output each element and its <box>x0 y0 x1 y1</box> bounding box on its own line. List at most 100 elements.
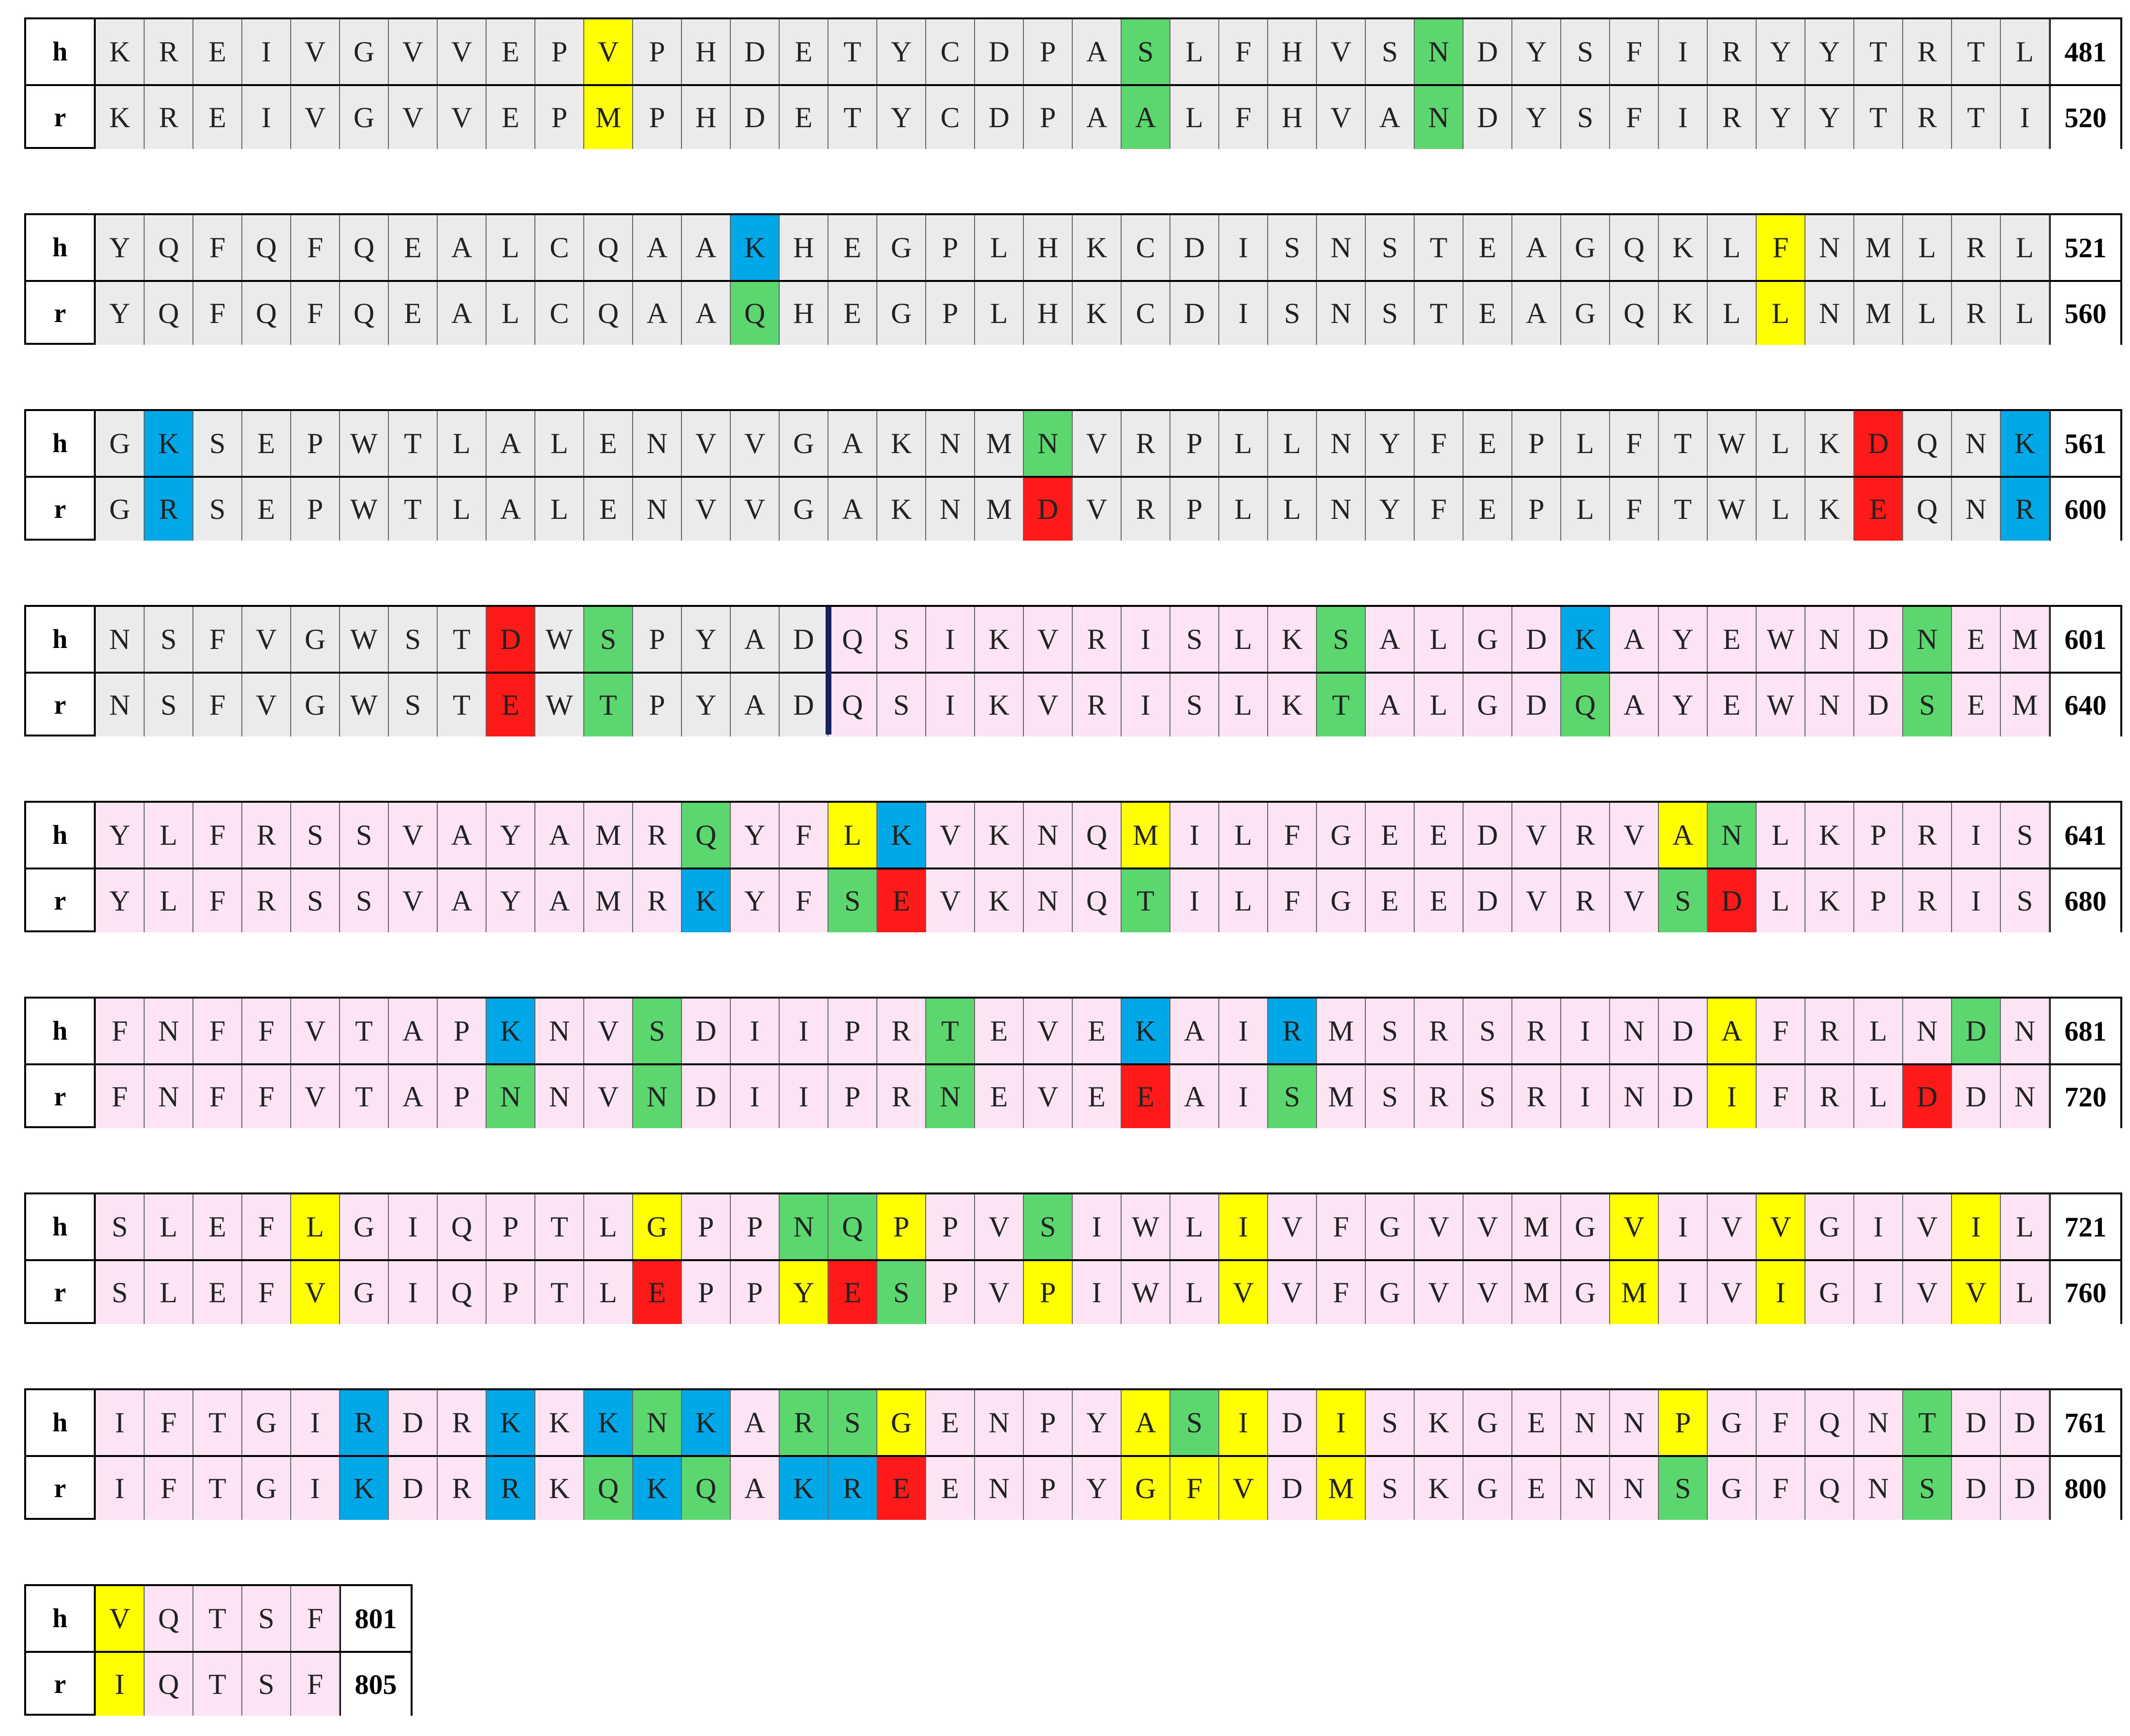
residue-cell: P <box>926 215 975 280</box>
residue-cell: G <box>1805 1194 1854 1259</box>
residue-cell: E <box>1464 215 1512 280</box>
residue-cell: A <box>1073 19 1122 84</box>
residue-cell: H <box>1024 215 1073 280</box>
residue-number: 601 <box>2050 607 2120 672</box>
residue-cell: G <box>242 1457 291 1520</box>
residue-cell: W <box>1757 674 1805 736</box>
residue-cell: P <box>1512 411 1561 476</box>
species-label: r <box>26 478 96 541</box>
residue-cell: E <box>193 19 242 84</box>
residue-cell: S <box>96 1194 145 1259</box>
residue-cell: I <box>1317 1390 1366 1455</box>
residue-cell: E <box>828 282 877 345</box>
residue-cell: L <box>145 1194 193 1259</box>
residue-cell: R <box>487 1457 535 1520</box>
residue-cell: I <box>1952 869 2001 932</box>
residue-cell: N <box>1903 999 1952 1063</box>
residue-cell: V <box>731 411 780 476</box>
residue-cell: Q <box>828 1194 877 1259</box>
residue-cell: K <box>1659 282 1708 345</box>
residue-cell: G <box>291 607 340 672</box>
residue-number: 720 <box>2050 1065 2120 1128</box>
residue-number: 600 <box>2050 478 2120 541</box>
domain-boundary-line <box>826 607 831 735</box>
residue-cell: R <box>1805 1065 1854 1128</box>
residue-cell: I <box>291 1457 340 1520</box>
residue-cell: P <box>1854 869 1903 932</box>
residue-cell: K <box>96 86 145 149</box>
residue-cell: V <box>1024 607 1073 672</box>
residue-cell: Q <box>145 215 193 280</box>
residue-cell: Q <box>438 1194 487 1259</box>
residue-cell: G <box>1708 1457 1757 1520</box>
residue-cell: C <box>535 282 584 345</box>
residue-number: 721 <box>2050 1194 2120 1259</box>
residue-cell: V <box>731 478 780 541</box>
residue-cell: A <box>1610 674 1659 736</box>
residue-cell: T <box>535 1261 584 1324</box>
residue-cell: G <box>1561 1261 1610 1324</box>
residue-cell: C <box>926 86 975 149</box>
residue-cell: K <box>535 1390 584 1455</box>
residue-cell: V <box>1610 803 1659 868</box>
residue-cell: C <box>1122 282 1170 345</box>
residue-cell: E <box>1708 607 1757 672</box>
residue-cell: Q <box>584 215 633 280</box>
residue-cell: P <box>1024 1457 1073 1520</box>
residue-cell: V <box>1903 1194 1952 1259</box>
residue-number: 761 <box>2050 1390 2120 1455</box>
residue-cell: A <box>731 1457 780 1520</box>
residue-number: 521 <box>2050 215 2120 280</box>
residue-cell: N <box>1317 478 1366 541</box>
residue-cell: Y <box>877 19 926 84</box>
residue-cell: Y <box>731 869 780 932</box>
residue-cell: E <box>1464 411 1512 476</box>
residue-cell: F <box>193 999 242 1063</box>
residue-cell: A <box>828 411 877 476</box>
residue-cell: R <box>438 1390 487 1455</box>
residue-cell: R <box>2001 478 2050 541</box>
residue-cell: D <box>1854 411 1903 476</box>
residue-cell: L <box>2001 19 2050 84</box>
residue-cell: I <box>1561 999 1610 1063</box>
residue-cell: G <box>340 19 389 84</box>
residue-cell: Q <box>1903 478 1952 541</box>
residue-cell: V <box>1610 869 1659 932</box>
residue-cell: E <box>828 215 877 280</box>
residue-cell: Y <box>1757 86 1805 149</box>
residue-cell: P <box>1170 478 1219 541</box>
residue-cell: D <box>389 1390 438 1455</box>
residue-cell: Y <box>1805 86 1854 149</box>
residue-cell: I <box>291 1390 340 1455</box>
residue-cell: S <box>1464 999 1512 1063</box>
residue-cell: Q <box>731 282 780 345</box>
residue-cell: P <box>633 674 682 736</box>
residue-cell: V <box>291 1065 340 1128</box>
residue-cell: R <box>1073 607 1122 672</box>
residue-cell: A <box>487 411 535 476</box>
residue-cell: N <box>145 999 193 1063</box>
residue-cell: G <box>1317 869 1366 932</box>
residue-cell: V <box>584 999 633 1063</box>
residue-cell: Q <box>242 282 291 345</box>
residue-cell: L <box>1219 478 1268 541</box>
residue-cell: G <box>1366 1194 1415 1259</box>
residue-cell: M <box>1854 215 1903 280</box>
residue-cell: D <box>975 19 1024 84</box>
residue-cell: I <box>242 86 291 149</box>
residue-cell: N <box>1610 999 1659 1063</box>
residue-cell: I <box>96 1457 145 1520</box>
residue-cell: G <box>877 215 926 280</box>
residue-cell: G <box>1561 215 1610 280</box>
residue-cell: Q <box>584 282 633 345</box>
residue-cell: L <box>1268 411 1317 476</box>
residue-cell: N <box>1415 86 1464 149</box>
residue-cell: A <box>438 869 487 932</box>
residue-cell: Q <box>340 215 389 280</box>
residue-cell: A <box>438 215 487 280</box>
residue-cell: D <box>2001 1390 2050 1455</box>
residue-cell: K <box>975 803 1024 868</box>
residue-cell: A <box>731 674 780 736</box>
